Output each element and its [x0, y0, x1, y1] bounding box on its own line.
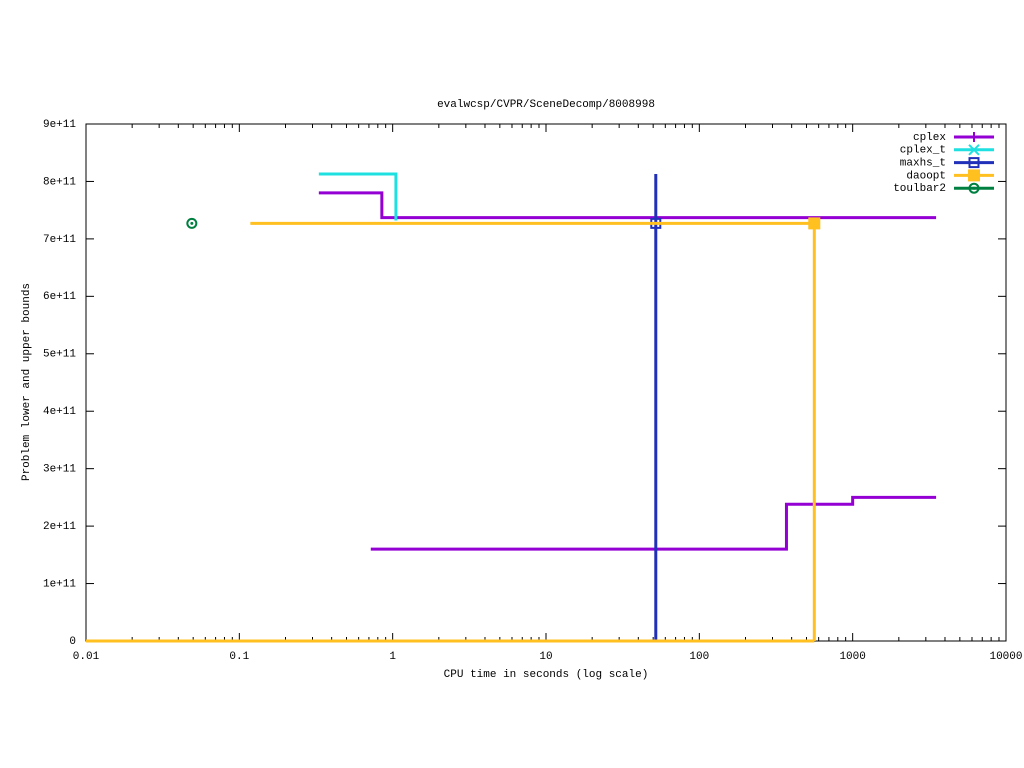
y-tick-label: 8e+11: [43, 176, 76, 188]
legend-label: daoopt: [906, 170, 946, 182]
y-axis-label: Problem lower and upper bounds: [21, 283, 33, 481]
legend-label: maxhs_t: [900, 158, 946, 170]
y-tick-label: 3e+11: [43, 464, 76, 476]
point-marker: [968, 144, 980, 156]
y-tick-label: 2e+11: [43, 521, 76, 533]
point-marker: [808, 217, 821, 230]
point-marker-part: [968, 144, 980, 156]
series-line: [250, 221, 816, 641]
point-marker-part: [972, 186, 976, 190]
point-marker-part: [968, 169, 980, 182]
point-marker: [186, 217, 198, 229]
series-line: [370, 495, 937, 551]
x-tick-label: 1000: [839, 651, 865, 663]
point-marker-part: [190, 221, 194, 225]
x-axis-label: CPU time in seconds (log scale): [444, 669, 649, 681]
x-tick-label: 10000: [989, 651, 1022, 663]
y-tick-label: 7e+11: [43, 234, 76, 246]
point-marker: [968, 169, 980, 182]
point-marker: [968, 157, 980, 169]
chart-title: evalwcsp/CVPR/SceneDecomp/8008998: [437, 99, 655, 111]
y-tick-label: 0: [69, 636, 76, 648]
legend-label: toulbar2: [893, 183, 946, 195]
x-tick-label: 1: [389, 651, 396, 663]
x-tick-label: 0.01: [73, 651, 100, 663]
plot-frame: [85, 123, 1007, 642]
series-line: [318, 191, 937, 220]
y-tick-label: 1e+11: [43, 578, 76, 590]
legend-label: cplex_t: [900, 145, 946, 157]
point-marker-part: [808, 217, 821, 230]
x-tick-label: 100: [689, 651, 709, 663]
y-tick-label: 5e+11: [43, 349, 76, 361]
point-marker-part: [968, 157, 980, 169]
y-tick-label: 6e+11: [43, 291, 76, 303]
point-marker-part: [186, 217, 198, 229]
point-marker-part: [968, 182, 980, 194]
series-line: [318, 172, 398, 221]
point-marker: [968, 182, 980, 194]
x-tick-label: 0.1: [229, 651, 249, 663]
point-marker: [969, 132, 979, 142]
y-tick-label: 9e+11: [43, 119, 76, 131]
x-tick-label: 10: [539, 651, 552, 663]
legend-label: cplex: [913, 132, 946, 144]
y-tick-label: 4e+11: [43, 406, 76, 418]
